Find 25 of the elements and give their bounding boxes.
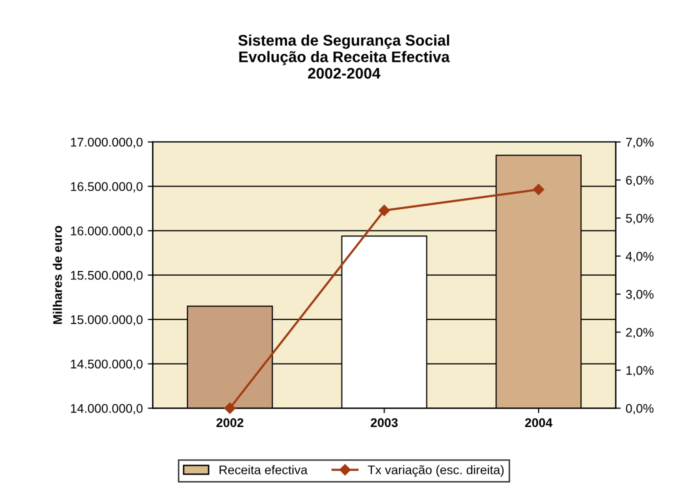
y-tick-label: 17.000.000,0 — [70, 138, 143, 148]
y2-tick-label: 2,0% — [626, 328, 654, 338]
y-tick-label: 16.000.000,0 — [70, 226, 143, 237]
y-tick-label: 15.000.000,0 — [70, 315, 143, 326]
y2-tick-label: 7,0% — [626, 138, 654, 148]
y2-tick-label: 0,0% — [626, 404, 654, 414]
y2-tick-label: 3,0% — [626, 290, 654, 300]
y2-tick-label: 1,0% — [626, 366, 654, 376]
x-tick-label: 2004 — [525, 418, 552, 428]
y-tick-label: 16.500.000,0 — [70, 182, 143, 192]
y2-tick-label: 4,0% — [626, 252, 654, 262]
y-tick-label: 15.500.000,0 — [70, 270, 143, 282]
legend-label: Tx variação (esc. direita) — [368, 465, 504, 477]
x-tick-label: 2002 — [216, 418, 244, 428]
y2-tick-label: 5,0% — [626, 214, 654, 224]
chart-title: Sistema de Segurança Social Evolução da Receita Efectiva 2002-2004 — [238, 34, 450, 79]
y-tick-label: 14.000.000,0 — [70, 404, 143, 414]
point — [224, 402, 236, 414]
point — [532, 184, 544, 196]
y-tick-label: 14.500.000,0 — [70, 360, 143, 370]
x-tick-label: 2003 — [370, 418, 398, 428]
y2-tick-label: 6,0% — [626, 176, 654, 186]
legend-label: Receita efectiva — [220, 465, 308, 474]
y-axis-title: Milhares de euro — [52, 226, 62, 324]
point — [378, 204, 390, 216]
